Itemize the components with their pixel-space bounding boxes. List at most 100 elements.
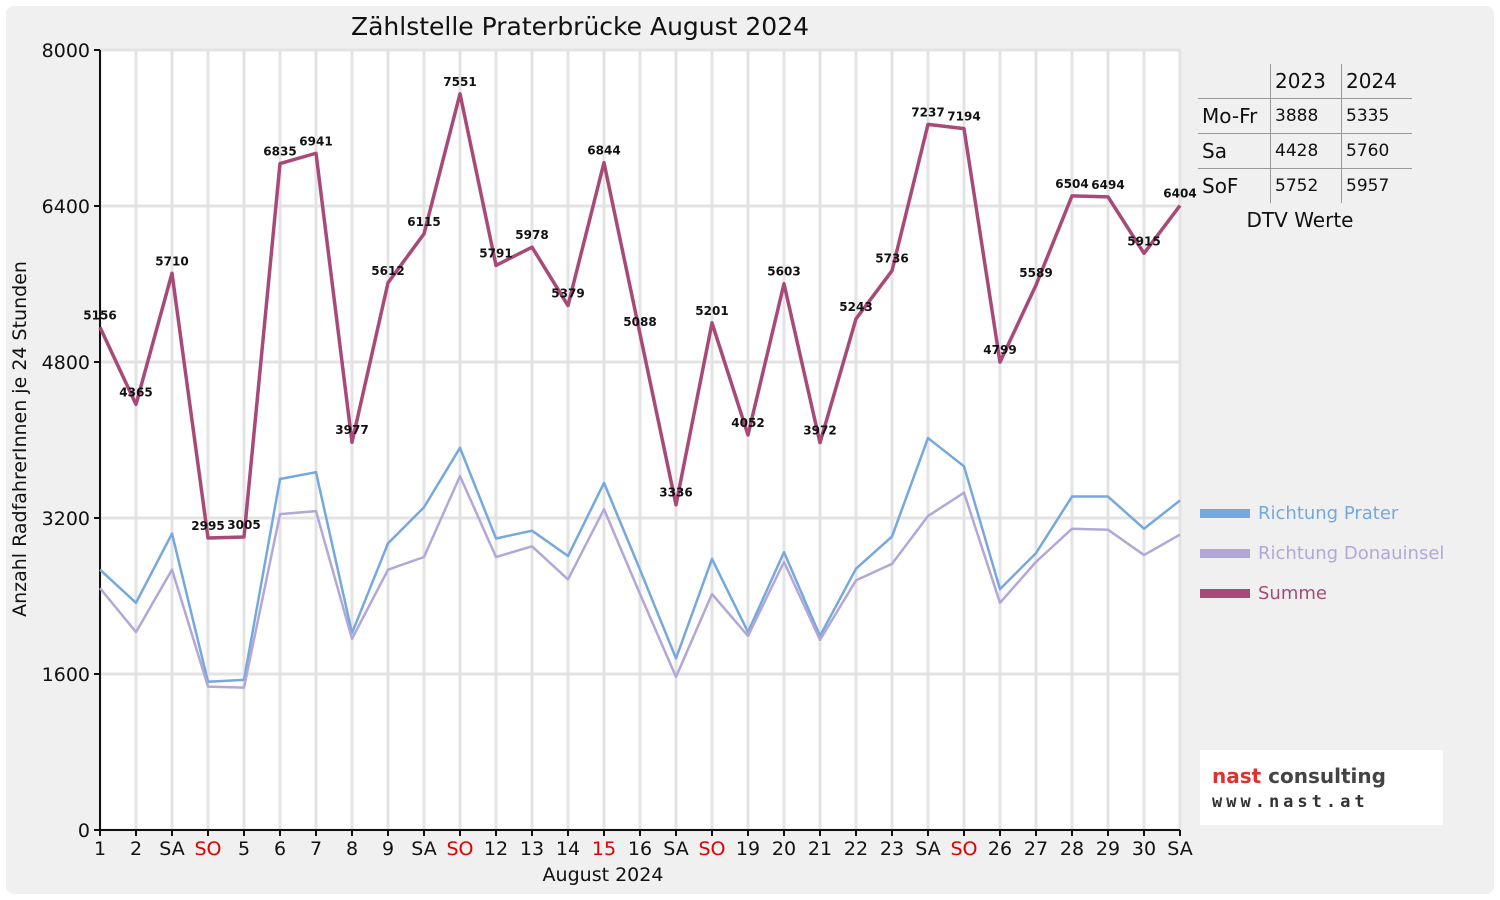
y-tick-label: 1600 xyxy=(42,664,90,686)
x-tick-label: 16 xyxy=(628,838,652,860)
data-label: 5589 xyxy=(1019,266,1052,280)
x-tick-label: 26 xyxy=(988,838,1012,860)
dtv-header-row: 2023 2024 xyxy=(1198,64,1412,99)
x-tick-label: 8 xyxy=(346,838,358,860)
x-tick-label: SO xyxy=(446,838,473,860)
legend-item-prater: Richtung Prater xyxy=(1200,493,1444,533)
x-tick-label: 28 xyxy=(1060,838,1084,860)
data-label: 6404 xyxy=(1163,187,1196,201)
dtv-header-2024: 2024 xyxy=(1341,64,1412,99)
series-line-donauinsel xyxy=(99,474,1181,689)
dtv-row-sof: SoF 5752 5957 xyxy=(1198,168,1412,203)
chart-title: Zählstelle Praterbrücke August 2024 xyxy=(350,12,810,41)
dtv-row-label: SoF xyxy=(1198,168,1271,203)
legend-swatch-summe xyxy=(1200,588,1250,598)
data-label: 6844 xyxy=(587,144,620,158)
x-tick-label: 23 xyxy=(880,838,904,860)
series-line-summe xyxy=(98,92,1182,540)
legend-swatch-prater xyxy=(1200,508,1250,518)
dtv-header-2023: 2023 xyxy=(1270,64,1342,99)
x-tick-label: 19 xyxy=(736,838,760,860)
y-tick-label: 8000 xyxy=(42,40,90,62)
x-tick-label: 7 xyxy=(310,838,322,860)
x-tick-label: 15 xyxy=(592,838,616,860)
legend-label-prater: Richtung Prater xyxy=(1258,502,1399,524)
legend-item-donauinsel: Richtung Donauinsel xyxy=(1200,533,1444,573)
x-tick-label: SA xyxy=(1167,838,1192,860)
logo-name-part1: nast xyxy=(1212,764,1262,788)
nast-consulting-logo: nast consulting www.nast.at xyxy=(1200,750,1443,825)
x-tick-label: 14 xyxy=(556,838,580,860)
x-tick-label: 29 xyxy=(1096,838,1120,860)
legend-item-summe: Summe xyxy=(1200,573,1444,613)
data-label: 5736 xyxy=(875,252,908,266)
x-tick-label: 13 xyxy=(520,838,544,860)
dtv-row-sa: Sa 4428 5760 xyxy=(1198,133,1412,169)
data-label: 5088 xyxy=(623,315,656,329)
x-tick-label: 27 xyxy=(1024,838,1048,860)
x-tick-label: 1 xyxy=(94,838,106,860)
dtv-cell: 5760 xyxy=(1341,133,1412,169)
data-label: 6494 xyxy=(1091,178,1124,192)
series-line-prater xyxy=(99,436,1181,684)
dtv-row-mofr: Mo-Fr 3888 5335 xyxy=(1198,98,1412,134)
x-tick-label: SA xyxy=(915,838,940,860)
data-label: 5978 xyxy=(515,228,548,242)
dtv-row-label: Sa xyxy=(1198,133,1271,169)
data-label: 5710 xyxy=(155,254,188,268)
data-label: 4365 xyxy=(119,385,152,399)
y-tick-label: 3200 xyxy=(42,508,90,530)
y-tick-label: 4800 xyxy=(42,352,90,374)
data-label: 7551 xyxy=(443,75,476,89)
dtv-table: 2023 2024 Mo-Fr 3888 5335 Sa 4428 5760 S… xyxy=(1198,64,1412,203)
x-tick-label: 22 xyxy=(844,838,868,860)
x-tick-label: 21 xyxy=(808,838,832,860)
data-label: 3005 xyxy=(227,518,260,532)
x-tick-label: 9 xyxy=(382,838,394,860)
data-label: 6835 xyxy=(263,145,296,159)
data-label: 4799 xyxy=(983,343,1016,357)
data-label: 5612 xyxy=(371,264,404,278)
dtv-cell: 5957 xyxy=(1341,168,1412,203)
dtv-cell: 5752 xyxy=(1270,168,1342,203)
x-tick-label: 12 xyxy=(484,838,508,860)
data-label: 5243 xyxy=(839,300,872,314)
logo-name-part2: consulting xyxy=(1261,764,1386,788)
x-tick-label: SA xyxy=(411,838,436,860)
data-label: 3977 xyxy=(335,423,368,437)
y-axis-label: Anzahl RadfahrerInnen je 24 Stunden xyxy=(9,261,31,617)
x-tick-label: SA xyxy=(663,838,688,860)
x-tick-label: 5 xyxy=(238,838,250,860)
data-label: 5603 xyxy=(767,265,800,279)
y-tick-label: 6400 xyxy=(42,196,90,218)
data-label: 3336 xyxy=(659,486,692,500)
x-axis-label: August 2024 xyxy=(542,864,664,886)
x-tick-label: 2 xyxy=(130,838,142,860)
legend-label-summe: Summe xyxy=(1258,582,1327,604)
dtv-cell: 3888 xyxy=(1270,98,1342,134)
legend-label-donauinsel: Richtung Donauinsel xyxy=(1258,542,1445,564)
data-label: 6504 xyxy=(1055,177,1088,191)
dtv-header-empty xyxy=(1198,64,1271,99)
x-tick-label: SO xyxy=(698,838,725,860)
data-label: 6941 xyxy=(299,134,332,148)
data-label: 5791 xyxy=(479,246,512,260)
x-tick-label: SO xyxy=(950,838,977,860)
dtv-cell: 4428 xyxy=(1270,133,1342,169)
x-tick-label: 30 xyxy=(1132,838,1156,860)
data-label: 4052 xyxy=(731,416,764,430)
x-tick-label: SO xyxy=(194,838,221,860)
data-label: 6115 xyxy=(407,215,440,229)
data-label: 3972 xyxy=(803,424,836,438)
data-label: 5915 xyxy=(1127,234,1160,248)
dtv-cell: 5335 xyxy=(1341,98,1412,134)
dtv-row-label: Mo-Fr xyxy=(1198,98,1271,134)
data-label: 7237 xyxy=(911,105,944,119)
x-tick-label: SA xyxy=(159,838,184,860)
legend-swatch-donauinsel xyxy=(1200,548,1250,558)
x-tick-label: 6 xyxy=(274,838,286,860)
legend: Richtung Prater Richtung Donauinsel Summ… xyxy=(1200,493,1444,613)
data-label: 5201 xyxy=(695,304,728,318)
x-tick-label: 20 xyxy=(772,838,796,860)
